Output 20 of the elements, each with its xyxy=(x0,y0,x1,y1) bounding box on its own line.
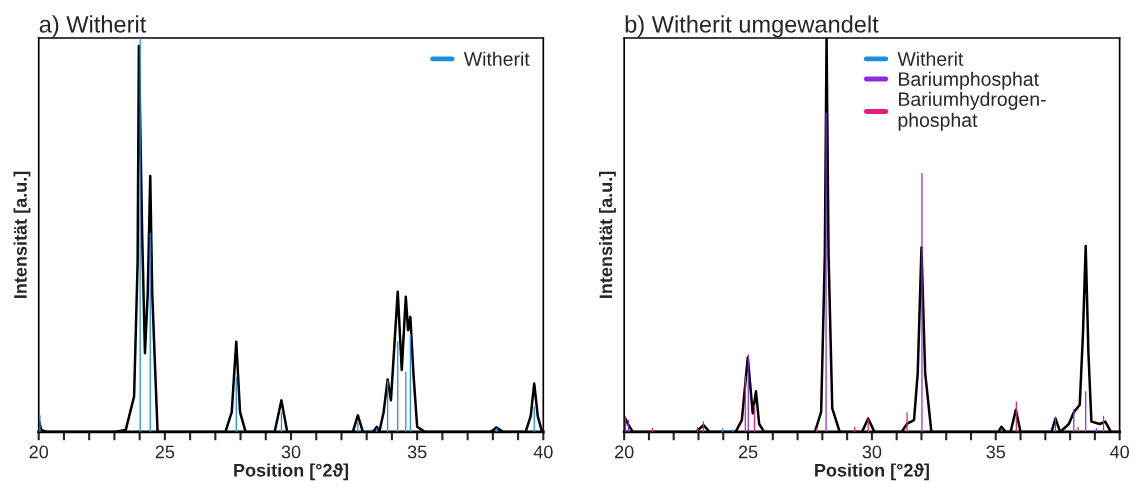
x-axis-title: Position [°2ϑ] xyxy=(234,463,349,481)
x-tick-label: 35 xyxy=(986,445,1006,459)
x-tick-label: 40 xyxy=(1110,445,1129,459)
x-tick-label: 40 xyxy=(533,445,553,459)
legend-label: Witherit xyxy=(897,51,964,66)
y-axis-title: Intensität [a.u.] xyxy=(13,171,31,298)
chart-title: b) Witherit umgewandelt xyxy=(625,15,879,38)
x-tick-label: 35 xyxy=(407,445,427,459)
x-axis-title: Position [°2ϑ] xyxy=(815,463,929,481)
x-tick-label: 25 xyxy=(738,445,758,459)
legend-label: Witherit xyxy=(463,51,530,66)
x-tick-label: 20 xyxy=(615,445,634,459)
legend-label: Bariumphosphat xyxy=(899,71,1039,90)
chart-title: a) Witherit xyxy=(39,15,147,38)
x-tick-label: 30 xyxy=(862,445,882,459)
x-tick-label: 25 xyxy=(155,445,175,459)
y-axis-title: Intensität [a.u.] xyxy=(599,171,616,298)
x-tick-label: 30 xyxy=(281,445,301,459)
x-tick-label: 20 xyxy=(29,445,49,459)
legend-label: Bariumhydrogen- phosphat xyxy=(898,91,1046,131)
